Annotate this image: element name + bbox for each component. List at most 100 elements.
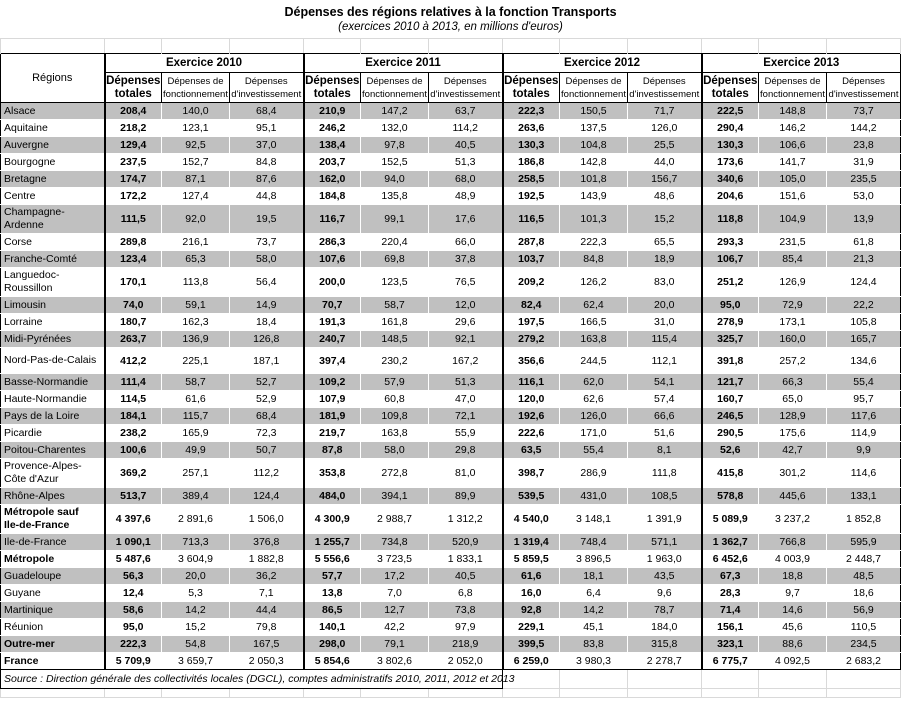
value-cell: 18,9 [627,250,702,268]
table-row: Métropole 5 487,6 3 604,9 1 882,8 5 556,6 3 7… [0,550,901,568]
value-cell: 118,8 [700,204,759,234]
value-cell: 111,5 [103,204,162,234]
value-cell: 73,7 [229,233,304,251]
value-cell: 353,8 [302,458,361,488]
table-row: Guyane 12,4 5,3 7,1 13,8 7,0 6,8 16,0 6,4 9,6 28,3… [0,584,901,602]
table-row: France 5 709,9 3 659,7 2 050,3 5 854,6 3 802,… [0,652,901,670]
region-cell: Haute-Normandie [0,390,106,408]
value-cell: 109,8 [360,407,429,425]
value-cell: 394,1 [360,487,429,505]
value-cell: 55,4 [559,441,628,459]
value-cell: 3 237,2 [758,504,827,534]
value-cell: 123,4 [103,250,162,268]
value-cell: 148,5 [360,330,429,348]
value-cell: 66,6 [627,407,702,425]
region-cell: Languedoc- Roussillon [0,267,106,297]
value-cell: 42,2 [360,618,429,636]
value-cell: 116,1 [501,373,560,391]
value-cell: 148,8 [758,102,827,120]
value-cell: 129,4 [103,136,162,154]
value-cell: 748,4 [559,533,628,551]
value-cell: 62,0 [559,373,628,391]
value-cell: 92,1 [428,330,503,348]
header-depenses-totales: Dépenses totales [700,72,759,103]
value-cell: 231,5 [758,233,827,251]
grid-spacer-row [0,38,901,54]
value-cell: 48,9 [428,187,503,205]
value-cell: 126,9 [758,267,827,297]
value-cell: 1 882,8 [229,550,304,568]
value-cell: 210,9 [302,102,361,120]
value-cell: 412,2 [103,347,162,374]
region-cell: Métropole sauf Ile-de-France [0,504,106,534]
value-cell: 5 859,5 [501,550,560,568]
value-cell: 73,7 [826,102,901,120]
page-subtitle: (exercices 2010 à 2013, en millions d'eu… [338,21,563,33]
value-cell: 71,7 [627,102,702,120]
value-cell: 143,9 [559,187,628,205]
value-cell: 186,8 [501,153,560,171]
value-cell: 40,5 [428,136,503,154]
value-cell: 105,0 [758,170,827,188]
value-cell: 78,7 [627,601,702,619]
value-cell: 6 775,7 [700,652,759,670]
value-cell: 171,0 [559,424,628,442]
value-cell: 174,7 [103,170,162,188]
value-cell: 1 852,8 [826,504,901,534]
value-cell: 3 980,3 [559,652,628,670]
value-cell: 74,0 [103,296,162,314]
value-cell: 165,7 [826,330,901,348]
value-cell: 140,1 [302,618,361,636]
value-cell: 66,0 [428,233,503,251]
value-cell: 92,8 [501,601,560,619]
table-row: Alsace 208,4 140,0 68,4 210,9 147,2 63,7 222,3 1… [0,102,901,120]
value-cell: 88,6 [758,635,827,653]
region-cell: Bourgogne [0,153,106,171]
value-cell: 5 556,6 [302,550,361,568]
value-cell: 70,7 [302,296,361,314]
value-cell: 48,6 [627,187,702,205]
table-row: Réunion 95,0 15,2 79,8 140,1 42,2 97,9 229,1 45,… [0,618,901,636]
value-cell: 9,7 [758,584,827,602]
value-cell: 18,8 [758,567,827,585]
value-cell: 106,7 [700,250,759,268]
value-cell: 128,9 [758,407,827,425]
region-cell: Auvergne [0,136,106,154]
value-cell: 20,0 [161,567,230,585]
value-cell: 208,4 [103,102,162,120]
value-cell: 369,2 [103,458,162,488]
value-cell: 36,2 [229,567,304,585]
table-row: Rhône-Alpes 513,7 389,4 124,4 484,0 394,1 89,9… [0,487,901,505]
value-cell: 37,8 [428,250,503,268]
value-cell: 2 052,0 [428,652,503,670]
value-cell: 5 854,6 [302,652,361,670]
value-cell: 246,2 [302,119,361,137]
value-cell: 163,8 [559,330,628,348]
value-cell: 2 988,7 [360,504,429,534]
value-cell: 431,0 [559,487,628,505]
value-cell: 14,2 [559,601,628,619]
region-cell: Guyane [0,584,106,602]
value-cell: 114,2 [428,119,503,137]
value-cell: 57,9 [360,373,429,391]
value-cell: 81,0 [428,458,503,488]
value-cell: 2 683,2 [826,652,901,670]
header-depenses-fonctionnement: Dépenses de fonctionnement [758,72,827,103]
value-cell: 47,0 [428,390,503,408]
value-cell: 1 090,1 [103,533,162,551]
sub-header-row: Dépenses totales Dépenses de fonctionnem… [1,72,901,103]
value-cell: 42,7 [758,441,827,459]
region-cell: Champagne- Ardenne [0,204,106,234]
value-cell: 50,7 [229,441,304,459]
value-cell: 140,0 [161,102,230,120]
value-cell: 20,0 [627,296,702,314]
value-cell: 44,4 [229,601,304,619]
value-cell: 14,9 [229,296,304,314]
value-cell: 2 278,7 [627,652,702,670]
value-cell: 130,3 [700,136,759,154]
value-cell: 246,5 [700,407,759,425]
value-cell: 151,6 [758,187,827,205]
value-cell: 110,5 [826,618,901,636]
value-cell: 263,6 [501,119,560,137]
value-cell: 19,5 [229,204,304,234]
